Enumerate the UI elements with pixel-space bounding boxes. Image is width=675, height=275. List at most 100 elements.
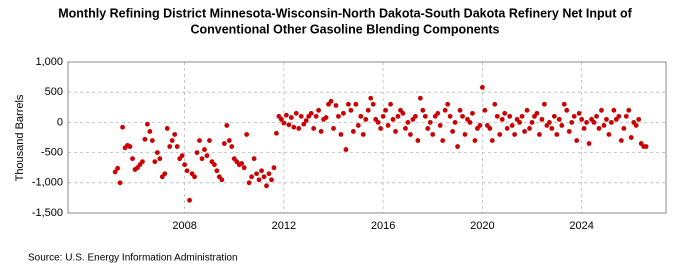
point (633, 123, 639, 128)
point (417, 95, 423, 101)
point (504, 126, 510, 131)
point (584, 120, 589, 125)
point (219, 177, 225, 183)
plot-frame (67, 61, 667, 214)
point (621, 126, 627, 131)
point (256, 177, 262, 183)
x-tick-label: 2020 (470, 220, 494, 232)
point (579, 116, 585, 122)
point (576, 110, 582, 116)
point (318, 129, 324, 134)
point (338, 132, 344, 137)
point (154, 150, 160, 156)
point (455, 144, 460, 149)
point (383, 107, 389, 113)
x-tick-label: 2012 (272, 220, 296, 232)
point (403, 126, 408, 131)
point (207, 138, 212, 143)
point (350, 129, 356, 134)
point (331, 126, 336, 131)
point (427, 120, 433, 125)
point (599, 107, 604, 113)
point (596, 126, 602, 131)
point (363, 116, 369, 122)
point (375, 120, 381, 125)
point (378, 126, 384, 131)
point (333, 103, 339, 108)
point (112, 169, 118, 175)
point (517, 120, 523, 125)
point (512, 132, 518, 137)
y-tick-label: -1,500 (32, 207, 63, 219)
source: Source: U.S. Energy Information Administ… (28, 253, 238, 264)
point (452, 120, 458, 125)
point (251, 156, 257, 162)
y-tick-label: 1,000 (35, 56, 63, 68)
point (571, 113, 577, 119)
point (467, 120, 473, 125)
point (551, 113, 557, 119)
point (336, 113, 341, 119)
point (249, 174, 255, 180)
point (482, 107, 488, 113)
point (117, 180, 123, 186)
point (626, 107, 632, 113)
point (412, 113, 418, 119)
point (393, 129, 398, 134)
point (283, 112, 289, 118)
point (470, 110, 475, 116)
point (611, 107, 617, 113)
point (368, 95, 374, 101)
point (380, 113, 386, 119)
y-tick-label: -1,000 (32, 177, 63, 189)
point (266, 171, 272, 177)
point (202, 147, 207, 152)
point (527, 126, 532, 131)
point (430, 132, 436, 137)
point (192, 174, 197, 180)
point (400, 110, 406, 116)
point (353, 101, 359, 107)
point (157, 156, 163, 162)
point (226, 138, 232, 143)
point (145, 121, 150, 127)
point (254, 171, 259, 177)
point (395, 113, 401, 119)
point (358, 113, 364, 119)
x-tick-label: 2024 (569, 220, 593, 232)
point (628, 135, 634, 140)
point (271, 165, 277, 171)
point (169, 138, 175, 143)
point (182, 162, 188, 168)
point (549, 126, 555, 131)
point (172, 132, 178, 137)
point (502, 110, 508, 116)
point (149, 138, 155, 143)
point (487, 126, 493, 131)
point (609, 120, 614, 125)
point (442, 107, 448, 113)
point (140, 159, 145, 165)
point (537, 132, 542, 137)
point (281, 120, 287, 126)
point (239, 161, 245, 166)
point (591, 120, 597, 125)
point (184, 168, 190, 174)
point (278, 116, 284, 122)
point (492, 101, 498, 107)
point (365, 107, 371, 113)
point (457, 107, 463, 113)
point (343, 147, 349, 152)
chart-title: Conventional Other Gasoline Blending Com… (190, 22, 499, 36)
point (534, 110, 540, 116)
point (489, 138, 495, 143)
point (164, 126, 170, 131)
point (204, 153, 210, 159)
point (388, 101, 393, 107)
point (120, 124, 125, 130)
point (286, 122, 292, 128)
point (348, 107, 354, 113)
point (546, 120, 552, 125)
point (167, 144, 173, 149)
